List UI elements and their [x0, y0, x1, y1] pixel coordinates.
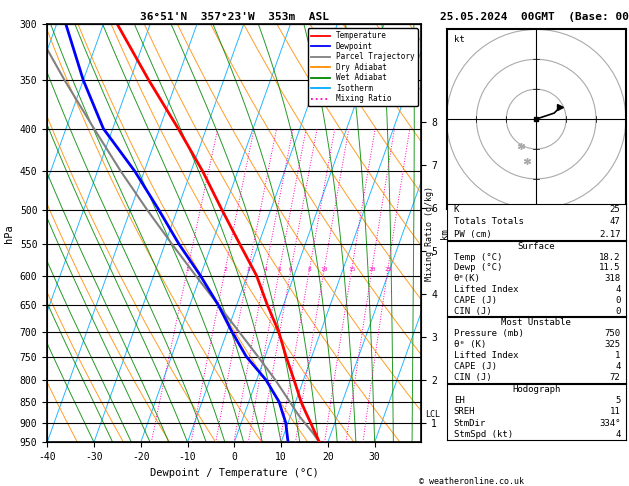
Text: PW (cm): PW (cm)	[454, 229, 491, 239]
Text: Lifted Index: Lifted Index	[454, 285, 518, 294]
Text: LCL: LCL	[426, 410, 440, 419]
Text: StmSpd (kt): StmSpd (kt)	[454, 430, 513, 439]
Text: 6: 6	[289, 267, 293, 272]
Text: 1: 1	[186, 267, 189, 272]
Legend: Temperature, Dewpoint, Parcel Trajectory, Dry Adiabat, Wet Adiabat, Isotherm, Mi: Temperature, Dewpoint, Parcel Trajectory…	[308, 28, 418, 106]
Text: 0: 0	[615, 307, 620, 315]
Text: Dewp (°C): Dewp (°C)	[454, 263, 502, 273]
Text: CAPE (J): CAPE (J)	[454, 362, 497, 371]
Text: 25.05.2024  00GMT  (Base: 00): 25.05.2024 00GMT (Base: 00)	[440, 12, 629, 22]
Text: 25: 25	[610, 205, 620, 214]
Text: 3: 3	[247, 267, 250, 272]
Text: 334°: 334°	[599, 418, 620, 428]
Text: © weatheronline.co.uk: © weatheronline.co.uk	[420, 477, 524, 486]
Text: Lifted Index: Lifted Index	[454, 351, 518, 360]
Text: 20: 20	[368, 267, 376, 272]
Text: 25: 25	[384, 267, 392, 272]
Text: 18.2: 18.2	[599, 253, 620, 261]
Text: CIN (J): CIN (J)	[454, 307, 491, 315]
Text: 1: 1	[615, 351, 620, 360]
Text: θᵉ(K): θᵉ(K)	[454, 274, 481, 283]
Text: EH: EH	[454, 396, 464, 405]
Text: Most Unstable: Most Unstable	[501, 318, 571, 328]
Text: CIN (J): CIN (J)	[454, 373, 491, 382]
Text: 5: 5	[615, 396, 620, 405]
Y-axis label: km
ASL: km ASL	[440, 225, 459, 242]
Text: CAPE (J): CAPE (J)	[454, 296, 497, 305]
Text: 8: 8	[308, 267, 311, 272]
Text: 11: 11	[610, 407, 620, 417]
X-axis label: Dewpoint / Temperature (°C): Dewpoint / Temperature (°C)	[150, 468, 319, 478]
Title: 36°51'N  357°23'W  353m  ASL: 36°51'N 357°23'W 353m ASL	[140, 12, 329, 22]
Text: 4: 4	[615, 285, 620, 294]
Text: 750: 750	[604, 329, 620, 338]
Text: 11.5: 11.5	[599, 263, 620, 273]
Text: 15: 15	[348, 267, 355, 272]
Text: 2.17: 2.17	[599, 229, 620, 239]
Text: Hodograph: Hodograph	[512, 385, 560, 394]
Text: 0: 0	[615, 296, 620, 305]
Text: 2: 2	[223, 267, 227, 272]
Text: Temp (°C): Temp (°C)	[454, 253, 502, 261]
Text: Totals Totals: Totals Totals	[454, 217, 523, 226]
Text: K: K	[454, 205, 459, 214]
Text: SREH: SREH	[454, 407, 476, 417]
Text: 318: 318	[604, 274, 620, 283]
Text: Surface: Surface	[518, 242, 555, 251]
Text: kt: kt	[454, 35, 464, 44]
Y-axis label: hPa: hPa	[4, 224, 14, 243]
Text: θᵉ (K): θᵉ (K)	[454, 340, 486, 349]
Text: Mixing Ratio (g/kg): Mixing Ratio (g/kg)	[425, 186, 433, 281]
Text: 5: 5	[277, 267, 281, 272]
Text: 325: 325	[604, 340, 620, 349]
Text: StmDir: StmDir	[454, 418, 486, 428]
Text: 47: 47	[610, 217, 620, 226]
Text: 4: 4	[264, 267, 268, 272]
Text: 72: 72	[610, 373, 620, 382]
Text: Pressure (mb): Pressure (mb)	[454, 329, 523, 338]
Text: 4: 4	[615, 362, 620, 371]
Text: 10: 10	[320, 267, 328, 272]
Text: 4: 4	[615, 430, 620, 439]
